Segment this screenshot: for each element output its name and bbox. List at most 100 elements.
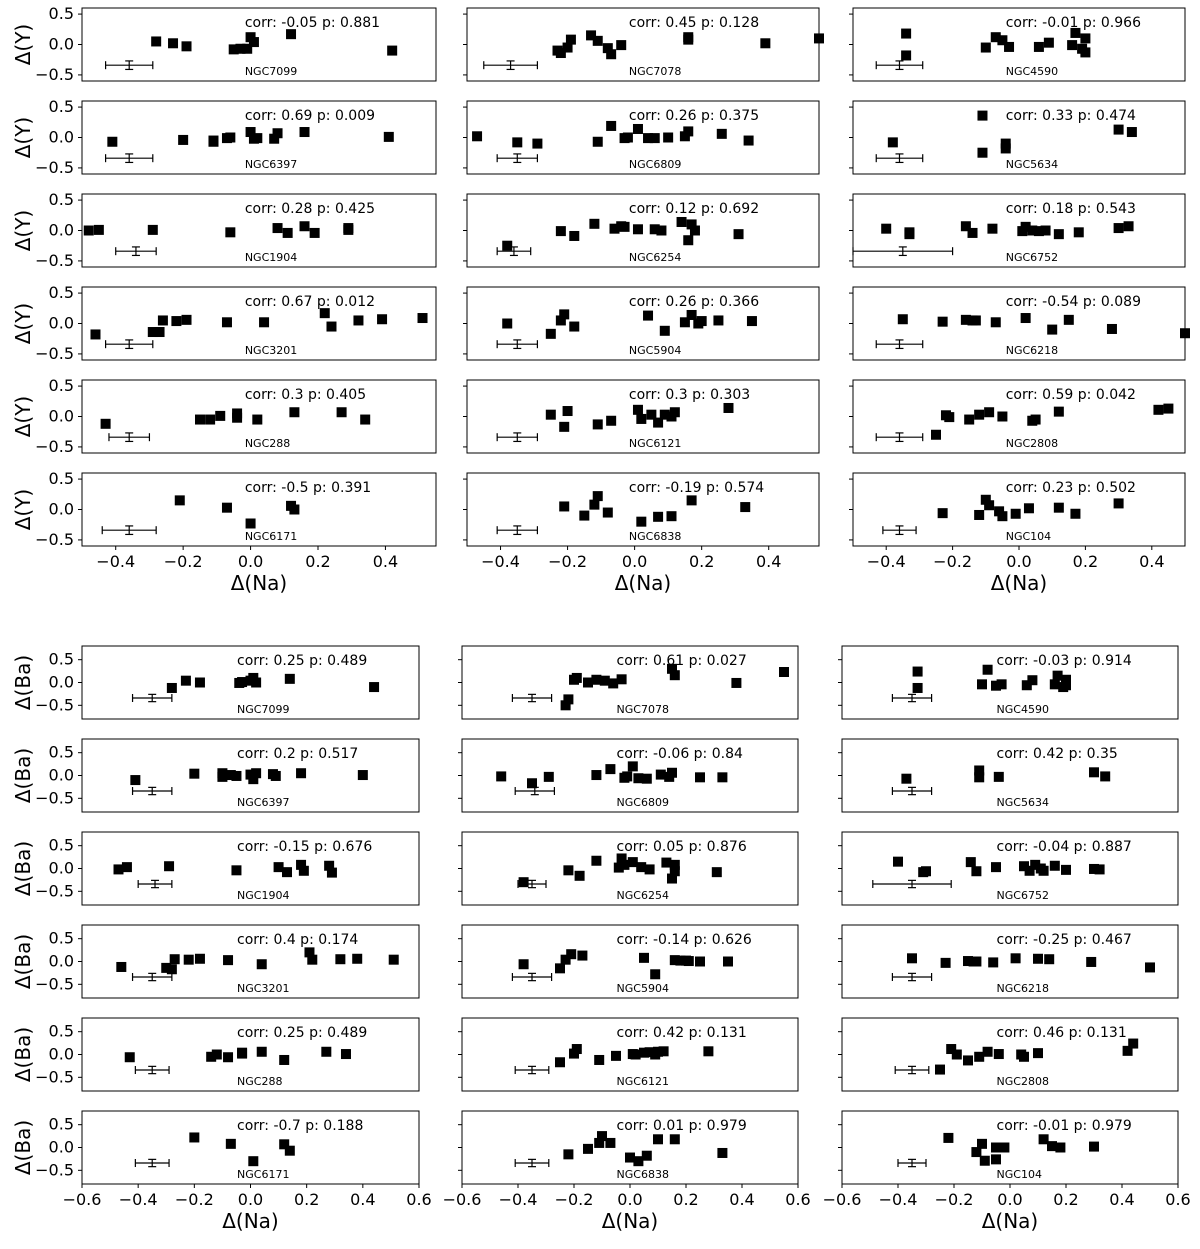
data-point [1070, 508, 1081, 519]
correlation-annotation: corr: 0.05 p: 0.876 [617, 839, 747, 855]
data-point [723, 402, 734, 413]
y-tick-label: 0.0 [49, 952, 74, 971]
x-tick-label: 0.2 [305, 552, 330, 571]
data-point [326, 867, 337, 878]
data-point [901, 50, 912, 61]
data-point [921, 866, 931, 877]
data-point [518, 877, 529, 888]
data-point [814, 33, 824, 44]
data-point [272, 128, 283, 139]
data-point [1126, 127, 1137, 138]
data-point [543, 771, 554, 782]
y-axis-label: Δ(Ba) [11, 934, 35, 989]
data-point [658, 1046, 669, 1057]
data-point [1113, 124, 1124, 135]
data-point [569, 230, 580, 241]
data-point [180, 675, 191, 686]
data-point [592, 136, 603, 147]
data-point [592, 35, 603, 46]
data-point [675, 955, 686, 966]
data-point [599, 675, 610, 686]
data-point [269, 133, 280, 144]
correlation-annotation: corr: -0.7 p: 0.188 [237, 1118, 363, 1134]
data-point [360, 414, 371, 425]
data-point [669, 859, 680, 870]
correlation-annotation: corr: 0.67 p: 0.012 [245, 294, 375, 310]
y-tick-label: 0.5 [49, 1115, 74, 1134]
x-tick-label: 0.4 [373, 552, 398, 571]
data-point [289, 504, 300, 515]
data-point [1063, 314, 1074, 325]
data-point [591, 674, 602, 685]
data-point [974, 1051, 985, 1062]
data-point [555, 48, 566, 59]
cluster-label: NGC6121 [617, 1075, 669, 1088]
x-tick-label: −0.6 [823, 1190, 862, 1209]
correlation-annotation: corr: 0.42 p: 0.35 [997, 746, 1118, 762]
data-point [1030, 859, 1041, 870]
correlation-annotation: corr: 0.3 p: 0.303 [629, 387, 750, 403]
data-point [1089, 767, 1099, 778]
y-axis-label: Δ(Y) [11, 210, 35, 252]
correlation-annotation: corr: 0.69 p: 0.009 [245, 108, 375, 124]
x-tick-label: 0.4 [1109, 1190, 1134, 1209]
data-point [555, 226, 566, 237]
data-point [897, 314, 908, 325]
data-point [1033, 41, 1044, 52]
data-point [282, 867, 293, 878]
data-point [935, 1064, 945, 1075]
data-point [716, 128, 727, 139]
y-tick-label: −0.5 [35, 974, 74, 993]
data-point [1089, 1141, 1099, 1152]
data-point [666, 511, 677, 522]
cluster-label: NGC6397 [245, 158, 297, 171]
x-axis-label: Δ(Na) [982, 1209, 1039, 1233]
data-point [643, 133, 654, 144]
data-point [971, 866, 982, 877]
data-point [649, 224, 660, 235]
data-point [951, 1049, 962, 1060]
data-point [272, 223, 283, 234]
correlation-annotation: corr: -0.05 p: 0.881 [245, 15, 380, 31]
data-point [633, 1156, 644, 1167]
correlation-annotation: corr: 0.46 p: 0.131 [997, 1025, 1127, 1041]
data-point [997, 511, 1008, 522]
data-point [569, 321, 580, 332]
data-point [225, 1138, 236, 1149]
data-point [377, 314, 388, 325]
data-point [904, 229, 915, 240]
data-point [252, 414, 263, 425]
data-point [577, 950, 588, 961]
cluster-label: NGC4590 [1006, 65, 1058, 78]
data-point [988, 957, 999, 968]
data-point [282, 227, 293, 238]
data-point [223, 1052, 234, 1063]
correlation-annotation: corr: 0.25 p: 0.489 [237, 653, 367, 669]
data-point [555, 963, 565, 974]
cluster-label: NGC6838 [617, 1168, 669, 1181]
data-point [743, 135, 754, 146]
data-point [245, 518, 256, 529]
data-point [633, 773, 644, 784]
x-tick-label: 0.2 [1053, 1190, 1078, 1209]
data-point [907, 953, 917, 964]
data-point [1004, 41, 1015, 52]
data-point [388, 954, 399, 965]
y-tick-label: −0.5 [35, 1160, 74, 1179]
data-point [171, 316, 182, 327]
data-point [559, 309, 570, 320]
y-axis-label: Δ(Ba) [11, 1027, 35, 1082]
x-tick-label: 0.6 [785, 1190, 810, 1209]
y-tick-label: −0.5 [35, 158, 74, 177]
correlation-annotation: corr: -0.25 p: 0.467 [997, 932, 1132, 948]
data-point [93, 224, 104, 235]
data-point [901, 773, 912, 784]
cluster-label: NGC3201 [237, 982, 289, 995]
data-point [1047, 1141, 1057, 1152]
correlation-annotation: corr: 0.26 p: 0.366 [629, 294, 759, 310]
x-tick-label: 0.2 [673, 1190, 698, 1209]
data-point [559, 421, 570, 432]
data-point [1049, 679, 1060, 690]
data-point [606, 415, 617, 426]
data-point [1123, 221, 1134, 232]
